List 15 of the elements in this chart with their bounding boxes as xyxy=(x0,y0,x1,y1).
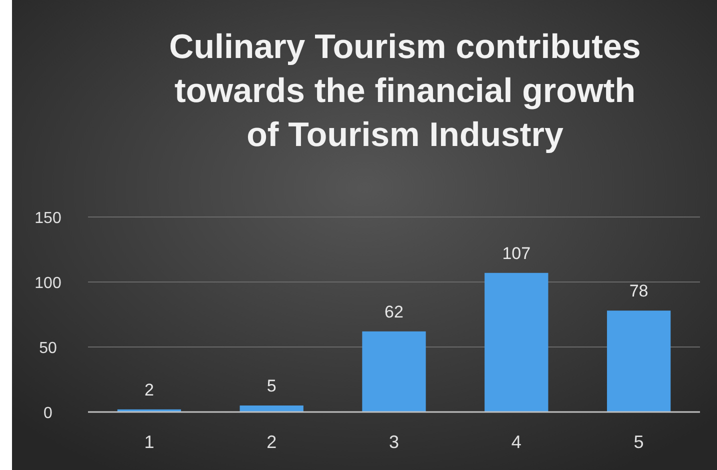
x-tick-label: 5 xyxy=(634,432,644,452)
x-tick-label: 4 xyxy=(511,432,522,452)
x-tick-label: 3 xyxy=(388,432,400,452)
y-tick-label: 100 xyxy=(34,275,62,292)
x-tick-label: 2 xyxy=(266,432,277,452)
x-tick-label: 1 xyxy=(144,432,154,452)
data-label: 107 xyxy=(502,244,531,263)
y-tick-label: 0 xyxy=(44,405,53,422)
data-label: 62 xyxy=(384,302,404,322)
y-tick-label: 50 xyxy=(39,340,57,357)
data-label: 2 xyxy=(144,380,154,400)
data-label: 5 xyxy=(266,376,276,396)
y-tick-label: 150 xyxy=(34,210,62,227)
data-label: 78 xyxy=(629,282,648,301)
chart-title: Culinary Tourism contributes towards the financial growth of Tourism Industry xyxy=(169,28,641,154)
